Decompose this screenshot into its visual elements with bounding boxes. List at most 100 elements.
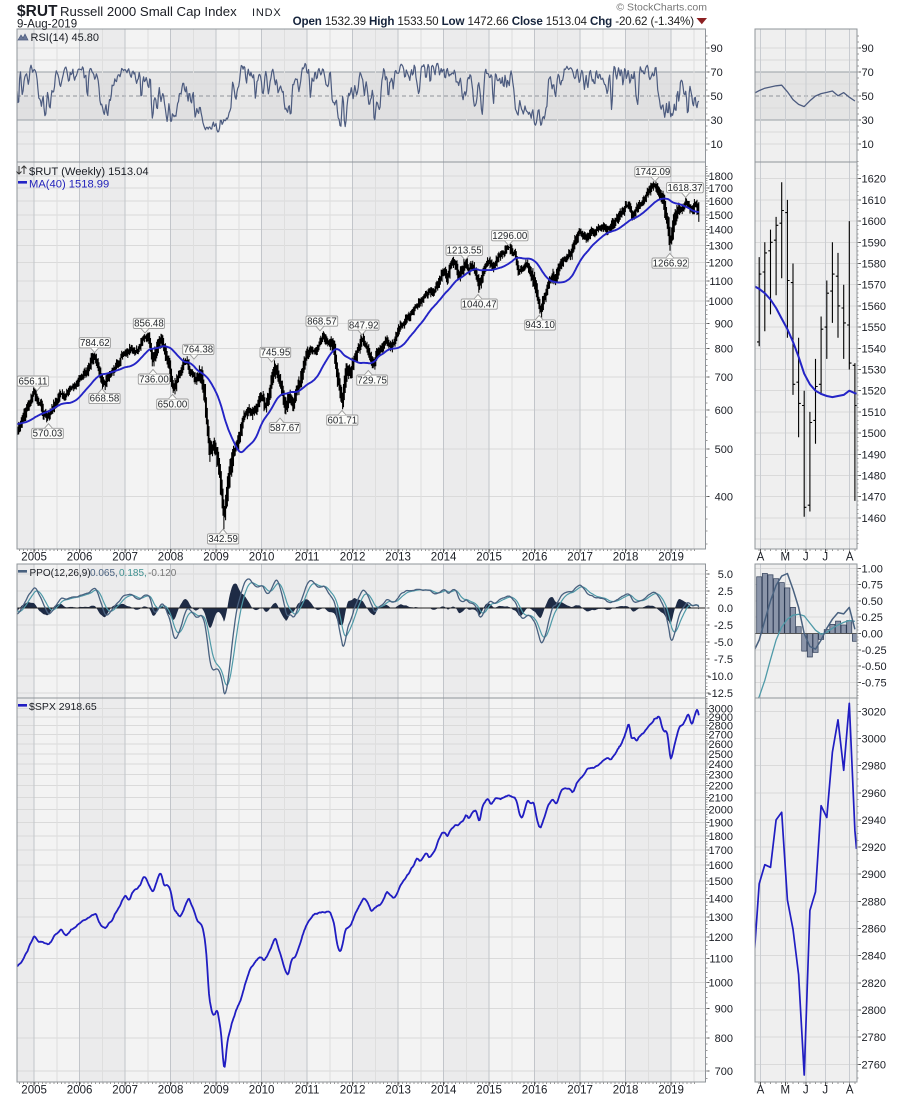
svg-text:784.62: 784.62 xyxy=(80,338,110,349)
svg-text:1400: 1400 xyxy=(709,893,733,905)
svg-text:900: 900 xyxy=(715,1004,733,1016)
svg-text:3000: 3000 xyxy=(862,734,886,746)
svg-text:A: A xyxy=(846,552,854,564)
svg-text:0.065,: 0.065, xyxy=(90,568,118,579)
svg-text:2010: 2010 xyxy=(249,552,275,564)
svg-text:587.67: 587.67 xyxy=(270,423,300,434)
svg-text:© StockCharts.com: © StockCharts.com xyxy=(616,2,707,14)
svg-text:2018: 2018 xyxy=(613,1085,639,1097)
svg-text:2700: 2700 xyxy=(709,730,733,742)
svg-text:-2.5: -2.5 xyxy=(714,620,733,632)
svg-text:-0.50: -0.50 xyxy=(862,661,887,673)
svg-text:2013: 2013 xyxy=(385,552,411,564)
svg-text:1800: 1800 xyxy=(709,831,733,843)
svg-text:1200: 1200 xyxy=(709,257,733,269)
svg-text:2780: 2780 xyxy=(862,1032,886,1044)
svg-text:J: J xyxy=(822,1085,828,1097)
svg-text:800: 800 xyxy=(715,344,733,356)
svg-text:601.71: 601.71 xyxy=(327,415,357,426)
svg-text:2.5: 2.5 xyxy=(718,586,733,598)
svg-text:2006: 2006 xyxy=(67,552,93,564)
svg-text:0.75: 0.75 xyxy=(862,580,883,592)
svg-text:M: M xyxy=(781,1085,791,1097)
svg-text:0.50: 0.50 xyxy=(862,596,883,608)
svg-text:856.48: 856.48 xyxy=(134,319,164,330)
svg-text:2011: 2011 xyxy=(295,552,320,564)
svg-text:2019: 2019 xyxy=(658,1085,684,1097)
svg-text:90: 90 xyxy=(711,43,723,55)
svg-text:2820: 2820 xyxy=(862,978,886,990)
svg-text:2005: 2005 xyxy=(21,552,47,564)
svg-text:0.00: 0.00 xyxy=(862,629,883,641)
svg-text:2014: 2014 xyxy=(431,1085,457,1097)
svg-text:570.03: 570.03 xyxy=(33,429,63,440)
svg-text:1300: 1300 xyxy=(709,912,733,924)
svg-text:656.11: 656.11 xyxy=(19,376,48,387)
svg-text:868.57: 868.57 xyxy=(307,316,337,327)
svg-text:90: 90 xyxy=(862,43,874,55)
svg-text:1590: 1590 xyxy=(862,237,886,249)
svg-text:2960: 2960 xyxy=(862,788,886,800)
svg-text:2900: 2900 xyxy=(862,869,886,881)
svg-text:1480: 1480 xyxy=(862,471,886,483)
svg-text:10: 10 xyxy=(711,139,723,151)
svg-text:3020: 3020 xyxy=(862,706,886,718)
svg-text:764.38: 764.38 xyxy=(183,345,213,356)
svg-text:668.58: 668.58 xyxy=(90,394,120,405)
svg-text:2019: 2019 xyxy=(658,552,684,564)
svg-text:943.10: 943.10 xyxy=(525,320,555,331)
svg-text:M: M xyxy=(781,552,791,564)
svg-text:1600: 1600 xyxy=(709,860,733,872)
svg-text:-0.25: -0.25 xyxy=(862,645,887,657)
svg-text:-0.120: -0.120 xyxy=(148,568,177,579)
svg-text:1490: 1490 xyxy=(862,449,886,461)
svg-text:1610: 1610 xyxy=(862,195,886,207)
svg-text:1600: 1600 xyxy=(709,196,733,208)
svg-text:30: 30 xyxy=(711,115,723,127)
svg-text:-10.0: -10.0 xyxy=(708,671,733,683)
svg-text:2007: 2007 xyxy=(112,1085,138,1097)
svg-text:70: 70 xyxy=(711,67,723,79)
svg-text:1550: 1550 xyxy=(862,322,886,334)
svg-text:2006: 2006 xyxy=(67,1085,93,1097)
svg-text:2500: 2500 xyxy=(709,749,733,761)
svg-text:1213.55: 1213.55 xyxy=(447,246,482,257)
svg-text:$RUT: $RUT xyxy=(17,3,58,20)
svg-text:729.75: 729.75 xyxy=(357,375,387,386)
svg-text:2760: 2760 xyxy=(862,1059,886,1071)
svg-text:-12.5: -12.5 xyxy=(708,688,733,700)
svg-text:2400: 2400 xyxy=(709,759,733,771)
svg-text:1700: 1700 xyxy=(709,845,733,857)
svg-text:2800: 2800 xyxy=(709,721,733,733)
svg-text:1520: 1520 xyxy=(862,386,886,398)
svg-text:1618.37: 1618.37 xyxy=(667,183,702,194)
svg-text:1500: 1500 xyxy=(862,428,886,440)
svg-text:A: A xyxy=(757,552,765,564)
svg-text:1580: 1580 xyxy=(862,259,886,271)
svg-text:847.92: 847.92 xyxy=(349,320,379,331)
svg-text:736.00: 736.00 xyxy=(139,374,169,385)
svg-text:2011: 2011 xyxy=(295,1085,320,1097)
svg-text:1100: 1100 xyxy=(709,954,733,966)
svg-text:2014: 2014 xyxy=(431,552,457,564)
svg-text:2017: 2017 xyxy=(567,1085,593,1097)
svg-text:2015: 2015 xyxy=(476,552,502,564)
svg-text:2016: 2016 xyxy=(522,552,548,564)
svg-text:2009: 2009 xyxy=(203,552,229,564)
svg-text:MA(40) 1518.99: MA(40) 1518.99 xyxy=(29,179,109,191)
svg-text:700: 700 xyxy=(715,1066,733,1078)
svg-text:0.0: 0.0 xyxy=(718,603,733,615)
svg-text:-7.5: -7.5 xyxy=(714,654,733,666)
svg-text:1200: 1200 xyxy=(709,932,733,944)
svg-text:2800: 2800 xyxy=(862,1005,886,1017)
svg-text:2012: 2012 xyxy=(340,552,366,564)
svg-text:2300: 2300 xyxy=(709,770,733,782)
svg-text:1000: 1000 xyxy=(709,296,733,308)
svg-text:2000: 2000 xyxy=(709,805,733,817)
svg-text:2016: 2016 xyxy=(522,1085,548,1097)
svg-text:900: 900 xyxy=(715,319,733,331)
svg-text:0.185,: 0.185, xyxy=(119,568,147,579)
svg-text:2980: 2980 xyxy=(862,761,886,773)
svg-text:5.0: 5.0 xyxy=(718,569,733,581)
svg-text:2840: 2840 xyxy=(862,951,886,963)
